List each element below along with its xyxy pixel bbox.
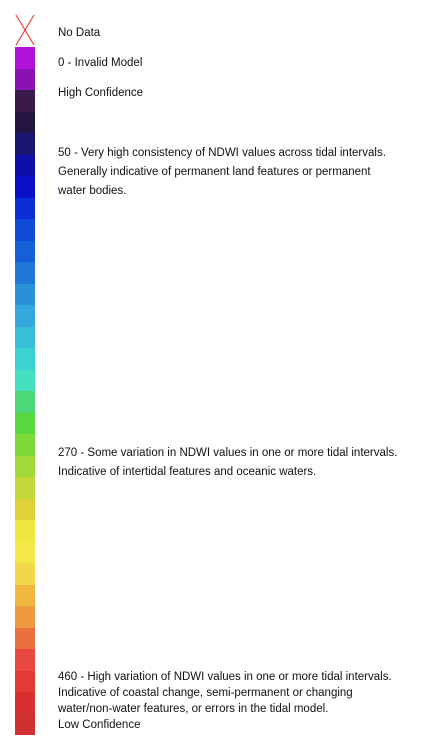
color-ramp-swatch <box>15 348 35 370</box>
stop-270-desc-line: Indicative of intertidal features and oc… <box>58 466 317 478</box>
color-ramp-swatch <box>15 477 35 499</box>
color-ramp-swatch <box>15 241 35 262</box>
color-ramp-swatch <box>15 47 35 69</box>
color-ramp-swatch <box>15 176 35 198</box>
color-ramp-swatch <box>15 563 35 585</box>
low-confidence-label: Low Confidence <box>58 719 141 731</box>
color-ramp-swatch <box>15 413 35 434</box>
color-ramp-swatch <box>15 284 35 305</box>
color-ramp-swatch <box>15 585 35 606</box>
color-ramp-swatch <box>15 520 35 542</box>
color-ramp-swatch <box>15 434 35 456</box>
color-ramp-swatch <box>15 69 35 90</box>
stop-270-value: 270 - Some variation in NDWI values in o… <box>58 447 398 459</box>
color-ramp-swatch <box>15 628 35 649</box>
color-ramp-swatch <box>15 133 35 155</box>
high-confidence-label: High Confidence <box>58 87 144 99</box>
stop-270-label: 270 - Some variation in NDWI values in o… <box>58 446 397 480</box>
color-ramp-swatch <box>15 606 35 628</box>
color-ramp-swatch <box>15 198 35 219</box>
stop-460-desc-line: Indicative of coastal change, semi-perma… <box>58 687 353 699</box>
color-ramp-swatch <box>15 499 35 520</box>
stop-460-label: 460 - High variation of NDWI values in o… <box>58 670 392 733</box>
stop-50-desc-line: water bodies. <box>58 185 127 197</box>
color-ramp-swatch <box>15 90 35 112</box>
color-ramp-swatch <box>15 305 35 327</box>
color-ramp-swatch <box>15 692 35 714</box>
stop-50-desc-line: Generally indicative of permanent land f… <box>58 166 371 178</box>
color-ramp-swatch <box>15 155 35 176</box>
color-ramp-swatch <box>15 456 35 477</box>
color-ramp-swatch <box>15 542 35 563</box>
no-data-cross-icon <box>15 14 35 46</box>
color-ramp-swatch <box>15 219 35 241</box>
stop-50-value: 50 - Very high consistency of NDWI value… <box>58 147 386 159</box>
color-ramp-swatch <box>15 391 35 413</box>
stop-460-desc-line: water/non-water features, or errors in t… <box>58 703 329 715</box>
color-ramp-swatch <box>15 112 35 133</box>
no-data-label: No Data <box>58 27 101 39</box>
color-ramp-swatch <box>15 370 35 391</box>
color-ramp-swatch <box>15 649 35 671</box>
color-ramp <box>15 47 35 735</box>
color-ramp-swatch <box>15 671 35 692</box>
color-ramp-swatch <box>15 714 35 735</box>
invalid-model-label: 0 - Invalid Model <box>58 57 143 69</box>
color-ramp-swatch <box>15 262 35 284</box>
color-ramp-swatch <box>15 327 35 348</box>
stop-460-value: 460 - High variation of NDWI values in o… <box>58 671 392 683</box>
stop-50-label: 50 - Very high consistency of NDWI value… <box>58 146 386 199</box>
